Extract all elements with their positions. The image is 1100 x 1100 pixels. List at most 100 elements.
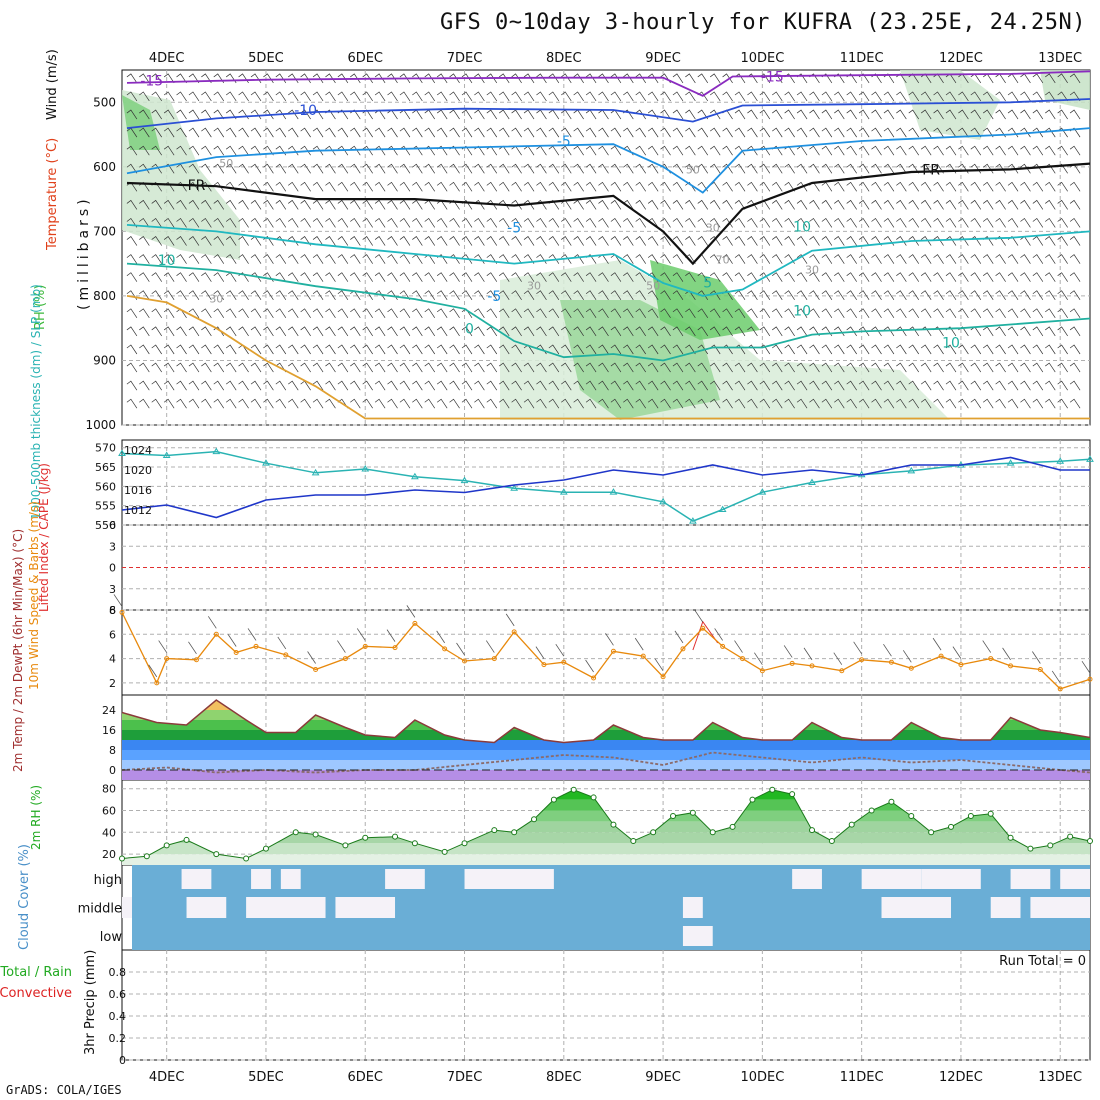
wind-barb: [362, 362, 373, 373]
wind-speed-point: [988, 656, 994, 662]
wind-barb: [709, 199, 721, 210]
wind-barb: [796, 344, 808, 355]
wind-barb: [412, 217, 423, 228]
wind-barb: [139, 398, 150, 409]
wind-barb: [1020, 127, 1031, 138]
wind-barb: [1020, 290, 1031, 300]
wind-barb: [784, 163, 795, 174]
wind-speed-point: [412, 620, 418, 626]
date-tick-bottom: 9DEC: [645, 1070, 681, 1085]
wind-barb: [374, 398, 386, 409]
rh-tick: 80: [102, 783, 116, 796]
wind-barb: [486, 217, 498, 228]
rh-point: [362, 834, 369, 841]
rh-band: [122, 832, 1090, 844]
wind-barb: [722, 308, 733, 319]
rh-point: [769, 786, 776, 793]
wind-barb: [1069, 73, 1081, 84]
rh-point: [1067, 833, 1074, 840]
date-tick-top: 12DEC: [939, 51, 983, 66]
wind-barb: [908, 109, 920, 120]
wind-barb: [312, 236, 324, 246]
rh-point: [729, 823, 736, 830]
wind-barb: [511, 326, 522, 337]
wind-barb: [647, 398, 659, 409]
wind-barb: [846, 199, 857, 210]
wind-barb: [300, 398, 311, 409]
wind-barb: [734, 163, 746, 174]
wind-barb: [796, 181, 808, 192]
wind-barb: [350, 308, 361, 319]
pressure-tick: 1000: [85, 418, 116, 432]
wind-barb: [1069, 344, 1081, 355]
precip-convective-label: Convective: [0, 986, 72, 1001]
wind-barb: [337, 380, 349, 391]
wind-barb: [858, 326, 870, 337]
wind-barb: [325, 91, 336, 102]
rh-point: [262, 845, 269, 852]
rh-point: [392, 833, 399, 840]
wind-barb: [846, 362, 857, 373]
wind-barb: [871, 254, 882, 264]
wind-barb: [275, 398, 287, 409]
wind-barb: [412, 127, 423, 138]
wind-barb: [896, 272, 907, 282]
wind-speed-point: [839, 668, 845, 674]
wind-barb: [945, 91, 957, 102]
wind-barb: [238, 181, 249, 192]
wind-barb: [350, 326, 361, 337]
thickness-point: [659, 497, 667, 505]
wind-barb: [511, 217, 522, 228]
wind-barb: [982, 254, 994, 264]
wind-barb: [436, 181, 448, 192]
wind-barb: [362, 254, 373, 264]
wind-barb: [288, 380, 299, 391]
wind-barb: [288, 344, 299, 355]
wind-barb: [685, 344, 696, 355]
wind-barb: [1032, 254, 1044, 264]
wind-barb: [511, 199, 522, 210]
wind-barb: [585, 91, 597, 102]
wind-barb: [399, 163, 411, 174]
wind-barb: [548, 308, 560, 319]
wind-barb: [548, 236, 560, 246]
wind-barb: [747, 127, 758, 138]
wind-barb: [275, 308, 287, 319]
wind-barb: [337, 127, 349, 138]
wind-barb: [908, 163, 920, 174]
wind-barb: [449, 127, 460, 138]
wind-barb: [362, 217, 373, 228]
date-tick-bottom: 12DEC: [939, 1070, 983, 1085]
wind-barb: [412, 163, 423, 174]
wind-barb: [511, 344, 522, 355]
wind-barb: [151, 91, 163, 102]
wind-barb: [523, 398, 535, 409]
wind-barb: [325, 163, 336, 174]
wind-barb: [536, 362, 547, 373]
wind-barb: [362, 380, 373, 391]
wind-barb: [536, 272, 547, 282]
wind-barb: [598, 236, 609, 246]
wind-barb: [188, 236, 200, 246]
wind-barb: [573, 362, 584, 373]
wind-barb: [933, 91, 944, 102]
wind-barb: [474, 398, 485, 409]
panel-frame-thick: [121, 439, 1091, 526]
wind-barb: [263, 127, 274, 138]
wind-barb: [399, 308, 411, 319]
wind-barb: [647, 127, 659, 138]
rh-point: [213, 851, 220, 858]
wind-barb: [933, 344, 944, 355]
wind-barb: [697, 272, 709, 282]
wind-barb: [809, 362, 820, 373]
wind-barb: [635, 181, 647, 192]
wind-barb: [350, 163, 361, 174]
rh-tick: 20: [102, 848, 116, 861]
thickness-point: [460, 476, 469, 484]
wind-barb: [796, 91, 808, 102]
wind-speed-point: [442, 646, 448, 652]
wind-barb: [672, 181, 684, 192]
wind-barb: [945, 217, 957, 228]
wind-barb: [126, 380, 138, 391]
wind-barb: [486, 380, 498, 391]
